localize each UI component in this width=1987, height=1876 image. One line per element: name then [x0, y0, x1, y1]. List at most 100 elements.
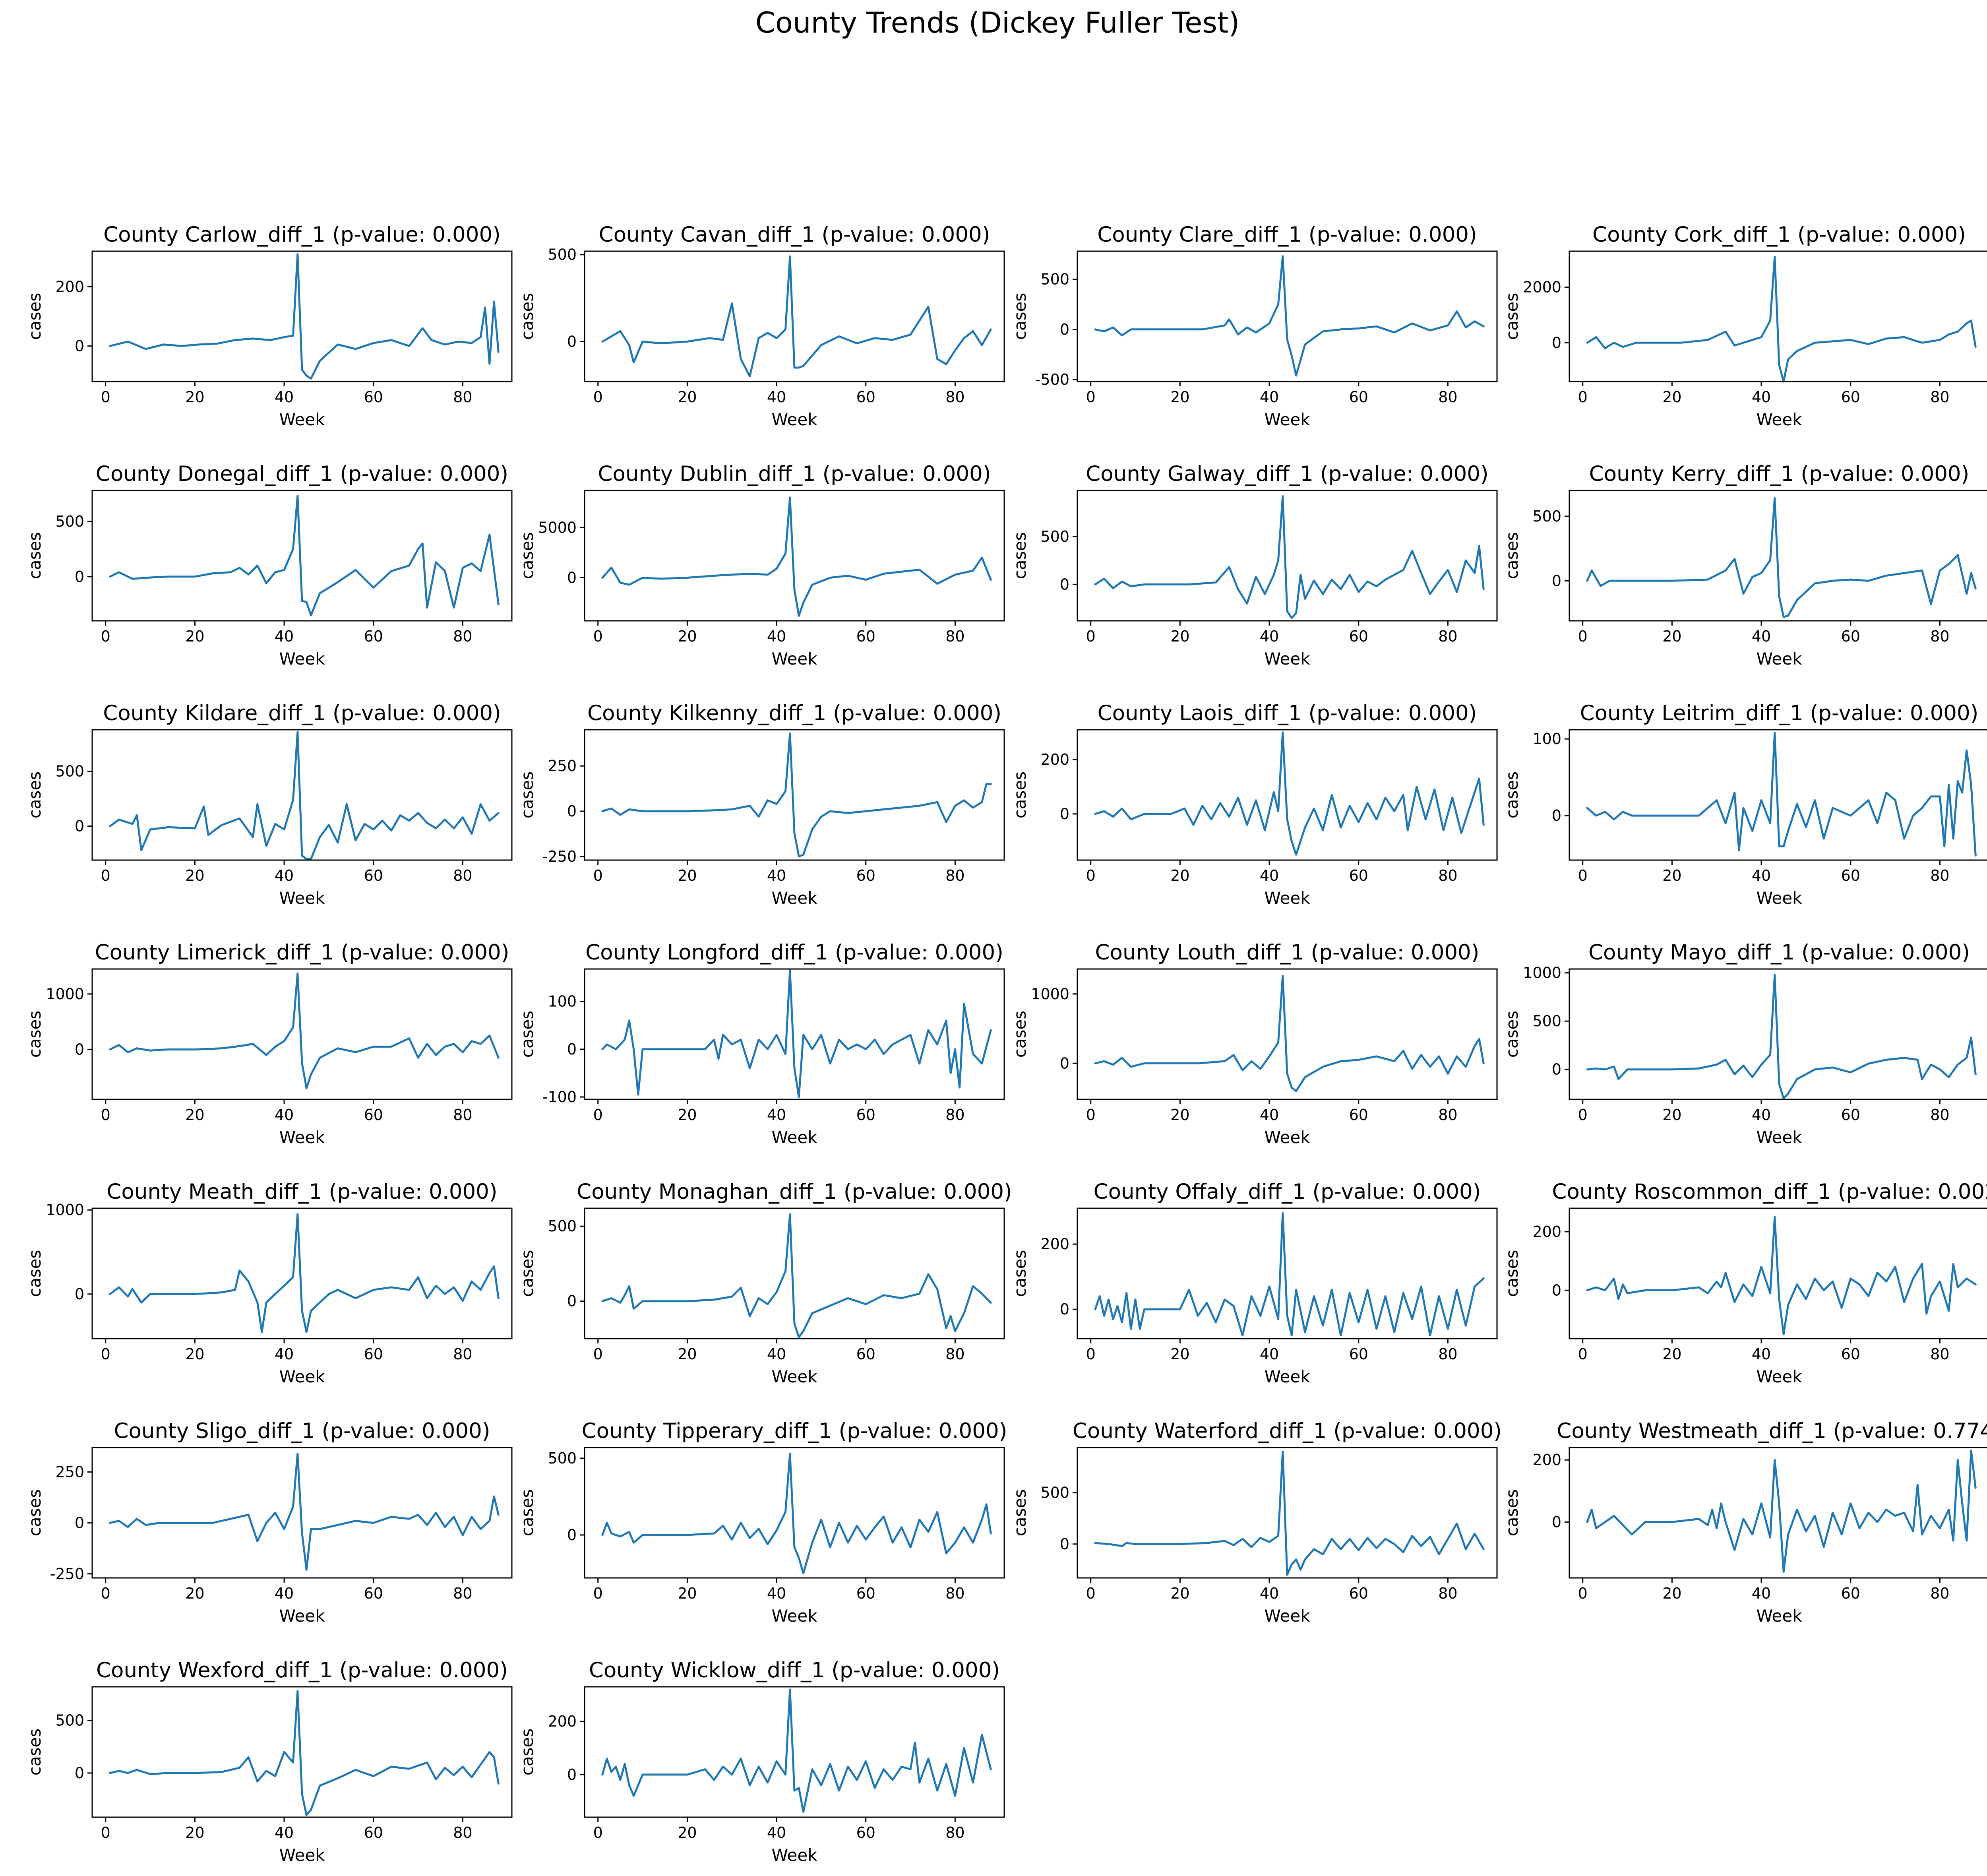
x-tick-label: 80 — [453, 1345, 472, 1363]
series-line — [109, 731, 500, 860]
series-line — [109, 1690, 500, 1816]
x-axis-label: Week — [1756, 649, 1802, 669]
x-tick-label: 80 — [1930, 1106, 1949, 1124]
y-tick-label: 500 — [548, 1217, 577, 1235]
subplot-panel: County Clare_diff_1 (p-value: 0.000) 0 20 4… — [1010, 223, 1498, 429]
x-axis-label: Week — [279, 1845, 325, 1865]
x-tick-label: 60 — [856, 1824, 875, 1841]
y-axis-label: cases — [1502, 1250, 1522, 1297]
x-tick-label: 20 — [1662, 628, 1681, 645]
x-tick-label: 60 — [1841, 1106, 1860, 1124]
series-line — [109, 253, 500, 380]
y-tick-label: 0 — [1552, 807, 1561, 824]
series-line — [1586, 256, 1977, 383]
series-line — [601, 969, 992, 1098]
x-tick-label: 60 — [856, 628, 875, 645]
x-tick-label: 40 — [767, 1345, 786, 1363]
axes-frame — [1077, 490, 1498, 622]
series-line — [1586, 974, 1977, 1100]
x-tick-label: 80 — [453, 628, 472, 645]
subplot-title: County Roscommon_diff_1 (p-value: 0.002) — [1552, 1180, 1987, 1204]
y-axis-label: cases — [517, 532, 537, 579]
x-tick-label: 80 — [1438, 1106, 1457, 1124]
x-tick-label: 0 — [101, 1106, 110, 1124]
series-line — [109, 1213, 500, 1333]
y-tick-label: 0 — [75, 568, 84, 585]
x-tick-label: 0 — [101, 628, 110, 645]
x-tick-label: 60 — [856, 388, 875, 406]
series-line — [109, 972, 500, 1089]
y-axis-label: cases — [517, 1489, 537, 1536]
x-tick-label: 40 — [275, 1585, 294, 1602]
y-tick-label: 0 — [1552, 1061, 1561, 1078]
x-tick-label: 80 — [1930, 388, 1949, 406]
x-tick-label: 40 — [275, 867, 294, 884]
y-axis-label: cases — [1502, 293, 1522, 340]
x-tick-label: 0 — [101, 867, 110, 884]
y-tick-label: 0 — [567, 1766, 577, 1783]
x-tick-label: 20 — [678, 1585, 697, 1602]
y-tick-label: -500 — [1035, 371, 1069, 388]
x-axis-label: Week — [771, 1606, 817, 1626]
x-tick-label: 80 — [945, 1106, 964, 1124]
x-tick-label: 20 — [1170, 1585, 1189, 1602]
axes-frame — [584, 1686, 1005, 1818]
y-axis-label: cases — [1010, 293, 1030, 340]
x-tick-label: 0 — [593, 1585, 603, 1602]
x-tick-label: 20 — [1170, 388, 1189, 406]
y-tick-label: 500 — [548, 246, 577, 264]
series-line — [1094, 975, 1485, 1092]
x-tick-label: 60 — [364, 867, 383, 884]
subplot-title: County Mayo_diff_1 (p-value: 0.000) — [1588, 940, 1970, 965]
x-tick-label: 40 — [275, 388, 294, 406]
y-axis-label: cases — [25, 1729, 45, 1775]
x-tick-label: 80 — [945, 1824, 964, 1841]
subplot-title: County Louth_diff_1 (p-value: 0.000) — [1095, 940, 1480, 965]
x-tick-label: 20 — [1170, 867, 1189, 884]
axes-frame — [1077, 250, 1498, 382]
x-tick-label: 40 — [1260, 1106, 1279, 1124]
x-tick-label: 60 — [1349, 1106, 1368, 1124]
subplot-title: County Cork_diff_1 (p-value: 0.000) — [1592, 223, 1966, 247]
x-tick-label: 20 — [678, 388, 697, 406]
x-tick-label: 20 — [1170, 628, 1189, 645]
y-tick-label: 0 — [567, 1526, 577, 1544]
x-axis-label: Week — [279, 649, 325, 669]
x-axis-label: Week — [1756, 410, 1802, 429]
y-tick-label: 500 — [1532, 508, 1561, 525]
y-tick-label: 100 — [1532, 730, 1561, 748]
y-tick-label: -250 — [50, 1565, 84, 1583]
subplot-panel: County Mayo_diff_1 (p-value: 0.000) 0 20 40… — [1502, 940, 1987, 1147]
x-tick-label: 80 — [453, 1106, 472, 1124]
x-tick-label: 0 — [593, 628, 603, 645]
axes-frame — [1569, 968, 1987, 1100]
x-tick-label: 60 — [856, 867, 875, 884]
series-line — [601, 496, 992, 617]
x-axis-label: Week — [279, 1606, 325, 1626]
x-tick-label: 20 — [1170, 1345, 1189, 1363]
y-axis-label: cases — [517, 771, 537, 818]
x-tick-label: 80 — [453, 867, 472, 884]
x-axis-label: Week — [771, 1367, 817, 1386]
series-line — [601, 1688, 992, 1813]
subplot-title: County Kerry_diff_1 (p-value: 0.000) — [1589, 462, 1970, 486]
x-tick-label: 20 — [1662, 1585, 1681, 1602]
x-tick-label: 40 — [1260, 388, 1279, 406]
y-tick-label: 0 — [1060, 576, 1069, 593]
subplot-panel: County Carlow_diff_1 (p-value: 0.000) 0 20… — [25, 223, 513, 429]
axes-frame — [1077, 1207, 1498, 1339]
y-tick-label: 0 — [567, 333, 577, 350]
x-axis-label: Week — [1264, 649, 1310, 669]
x-axis-label: Week — [1756, 1606, 1802, 1626]
x-tick-label: 20 — [185, 867, 204, 884]
y-tick-label: 0 — [1060, 321, 1069, 338]
x-tick-label: 0 — [593, 388, 603, 406]
subplot-panel: County Wexford_diff_1 (p-value: 0.000) 0 2… — [25, 1658, 513, 1865]
subplot-title: County Leitrim_diff_1 (p-value: 0.000) — [1580, 701, 1979, 725]
y-tick-label: 0 — [75, 1041, 84, 1058]
y-tick-label: 0 — [1552, 334, 1561, 351]
y-tick-label: 0 — [75, 337, 84, 355]
y-tick-label: 0 — [75, 818, 84, 835]
subplot-title: County Meath_diff_1 (p-value: 0.000) — [107, 1180, 497, 1204]
x-tick-label: 0 — [1578, 388, 1588, 406]
